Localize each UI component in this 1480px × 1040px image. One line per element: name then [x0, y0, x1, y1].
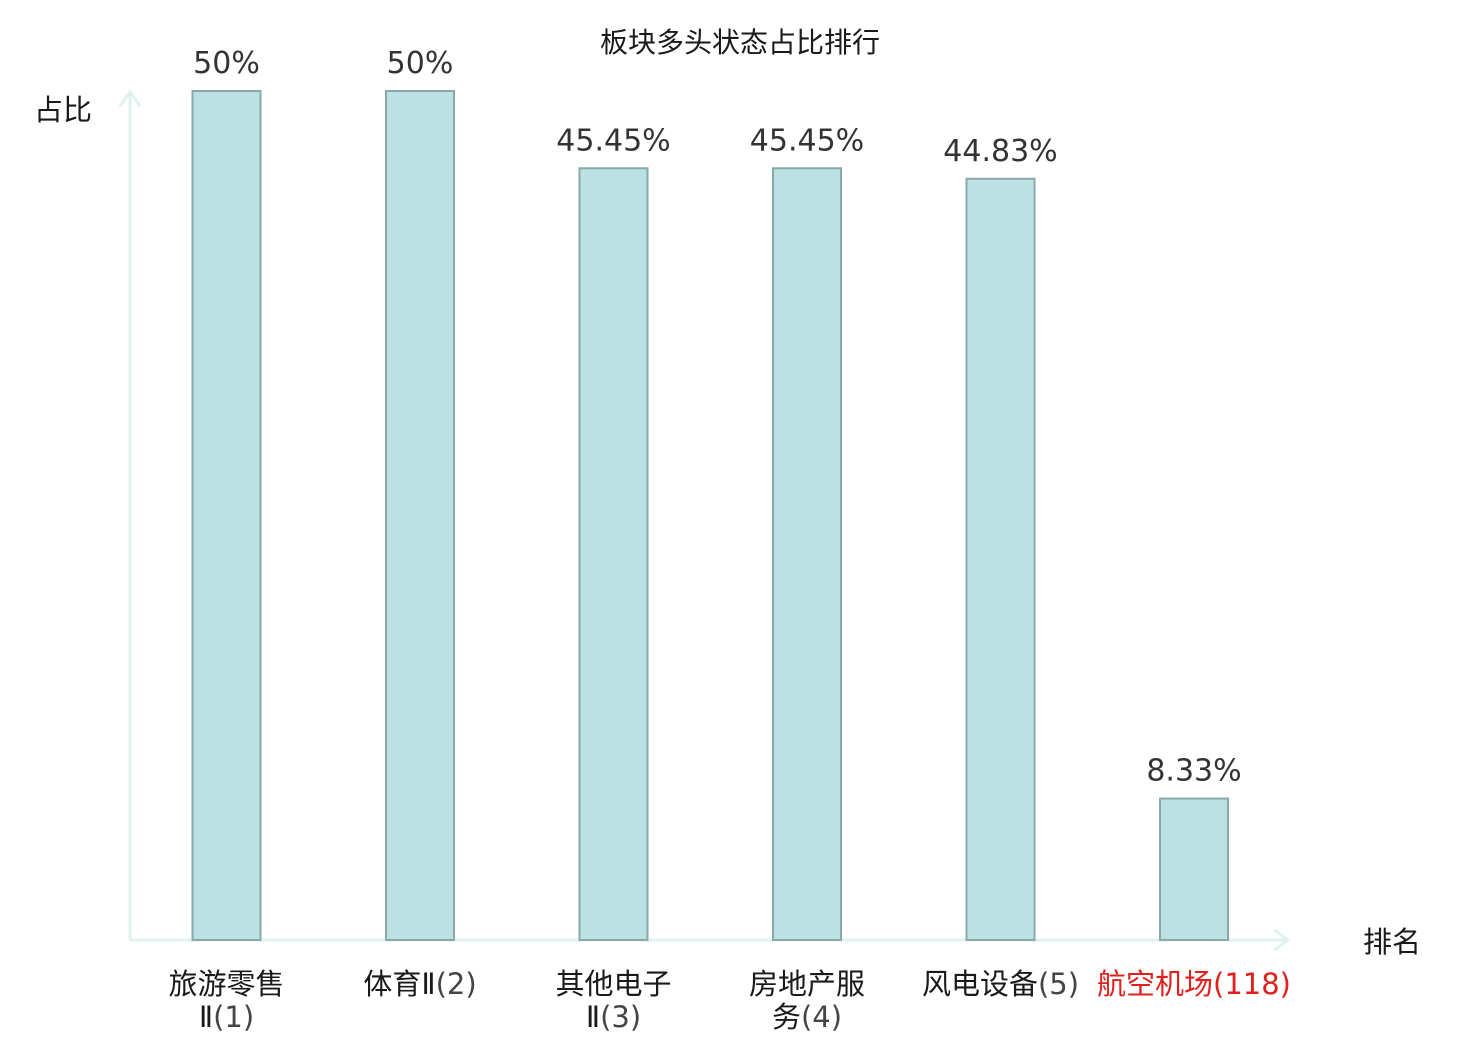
bar [385, 90, 455, 941]
bar-value-label: 8.33% [1146, 754, 1241, 789]
bar-value-label: 44.83% [943, 134, 1057, 169]
y-axis [118, 89, 142, 940]
x-tick-rank: (2) [436, 967, 477, 1001]
y-axis-arrow [118, 89, 142, 107]
bars [191, 90, 1229, 942]
category-labels: 旅游零售 Ⅱ(1) 体育Ⅱ(2) 其他电子 Ⅱ(3) 房地产服务(4) 风电设备(5) 航空机… [168, 967, 1291, 1034]
bar-value-label: 45.45% [556, 123, 670, 158]
x-tick-label-line: 旅游零售 [168, 967, 284, 1001]
bar-value-label: 45.45% [750, 123, 864, 158]
x-tick-rank: (3) [600, 1000, 641, 1034]
x-tick-label: 其他电子 Ⅱ(3) [555, 967, 671, 1034]
x-tick-label: 旅游零售 Ⅱ(1) [168, 967, 284, 1034]
x-tick-label: 房地产服务(4) [749, 967, 865, 1034]
x-tick-label-line: 其他电子 [555, 967, 671, 1001]
x-tick-label: 体育Ⅱ(2) [363, 967, 476, 1001]
x-axis-arrow [1273, 928, 1291, 952]
bar-value-label: 50% [387, 46, 454, 81]
y-axis-label: 占比 [34, 93, 92, 127]
bar [965, 177, 1036, 941]
x-tick-label-line: Ⅱ(3) [586, 1000, 641, 1034]
x-tick-label-line: 务(4) [772, 1000, 842, 1034]
x-axis [130, 928, 1291, 952]
bar-value-label: 50% [193, 46, 260, 81]
bar [1159, 797, 1229, 941]
x-tick-label-line: 体育Ⅱ(2) [363, 967, 476, 1001]
bar [578, 167, 649, 942]
x-tick-label-line: 房地产服 [749, 967, 865, 1001]
x-tick-label: 航空机场(118) [1097, 967, 1291, 1001]
x-tick-label-line: 风电设备(5) [922, 967, 1079, 1001]
chart-title: 板块多头状态占比排行 [600, 26, 880, 59]
bar [191, 90, 262, 941]
value-labels: 50% 50% 45.45% 45.45% 44.83% 8.33% [193, 46, 1242, 789]
x-tick-rank: (5) [1038, 967, 1079, 1001]
x-tick-rank: (4) [801, 1000, 842, 1034]
x-tick-rank: (118) [1213, 967, 1291, 1001]
x-tick-label: 风电设备(5) [922, 967, 1079, 1001]
x-tick-label-line: 航空机场(118) [1097, 967, 1291, 1001]
bar [772, 167, 842, 942]
x-axis-label: 排名 [1363, 925, 1421, 959]
x-tick-rank: (1) [213, 1000, 254, 1034]
x-tick-label-line: Ⅱ(1) [199, 1000, 254, 1034]
